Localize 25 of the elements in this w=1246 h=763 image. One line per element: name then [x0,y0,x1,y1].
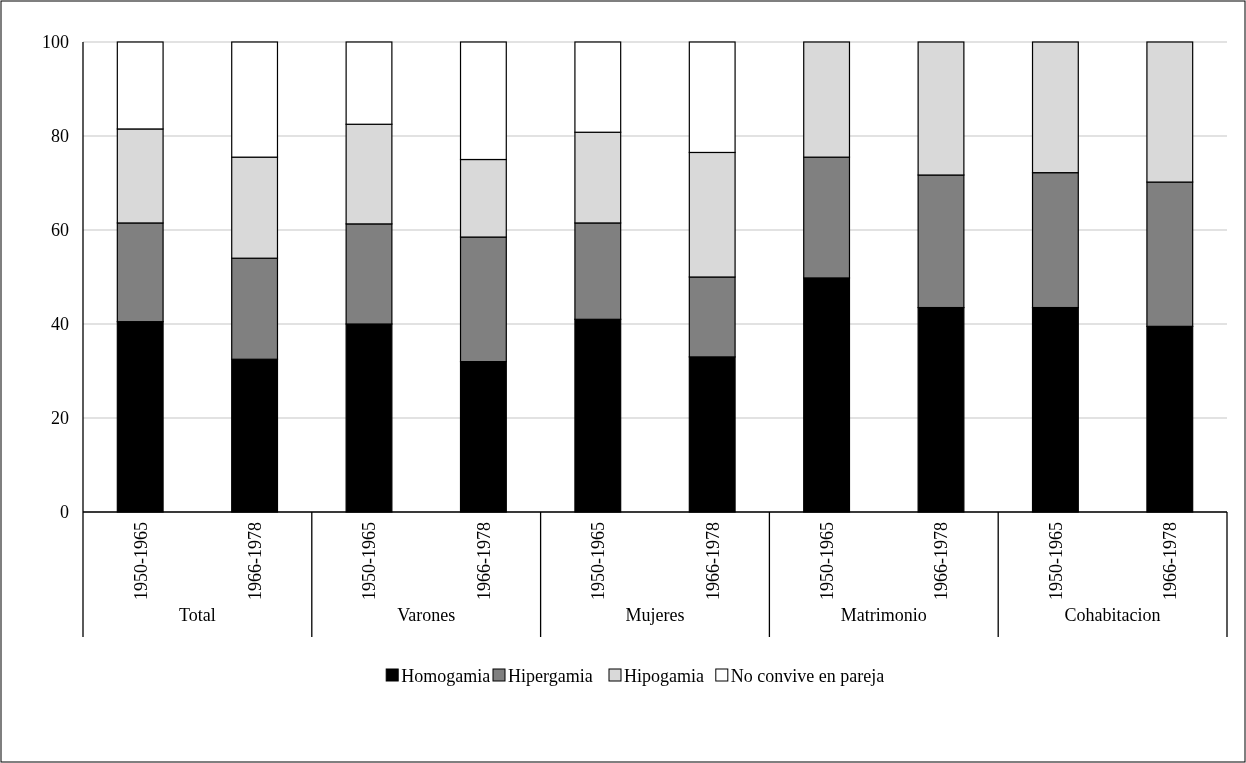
y-tick-label: 0 [60,502,69,523]
text: Cohabitacion [1064,605,1161,625]
x-tick-label: 1966-1978 [1160,522,1181,600]
x-tick-label: 1950-1965 [588,522,609,600]
legend-label: No convive en pareja [730,666,885,687]
legend-label: Homogamia [401,666,491,687]
x-tick-label: 1966-1978 [702,522,723,600]
x-tick-label: 1966-1978 [473,522,494,600]
x-tick-label: 1966-1978 [931,522,952,600]
y-tick-label: 20 [51,408,69,429]
legend-label: Hipogamia [624,666,704,687]
legend-label: Hipergamia [508,666,593,687]
x-tick-label: 1950-1965 [816,522,837,600]
y-tick-label: 80 [51,126,69,147]
y-tick-label: 40 [51,314,69,335]
text: Varones [397,605,456,625]
x-tick-label: 1950-1965 [359,522,380,600]
text: Total [179,605,216,625]
text: Mujeres [625,605,685,625]
y-tick-label: 100 [42,32,69,53]
y-tick-label: 60 [51,220,69,241]
x-tick-label: 1966-1978 [244,522,265,600]
text: Matrimonio [840,605,927,625]
x-tick-label: 1950-1965 [1045,522,1066,600]
x-tick-label: 1950-1965 [130,522,151,600]
